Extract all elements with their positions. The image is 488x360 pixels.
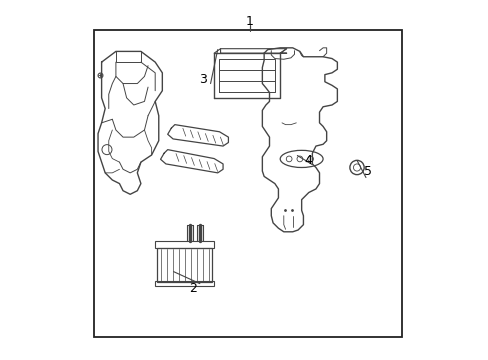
Text: 4: 4 [304, 154, 312, 167]
Text: 3: 3 [199, 73, 207, 86]
Bar [155, 281, 214, 286]
Bar [157, 248, 212, 282]
Text: 1: 1 [245, 14, 253, 27]
Text: 5: 5 [363, 165, 371, 177]
Bar [94, 30, 401, 337]
Bar [155, 242, 214, 248]
Text: 2: 2 [188, 283, 196, 296]
